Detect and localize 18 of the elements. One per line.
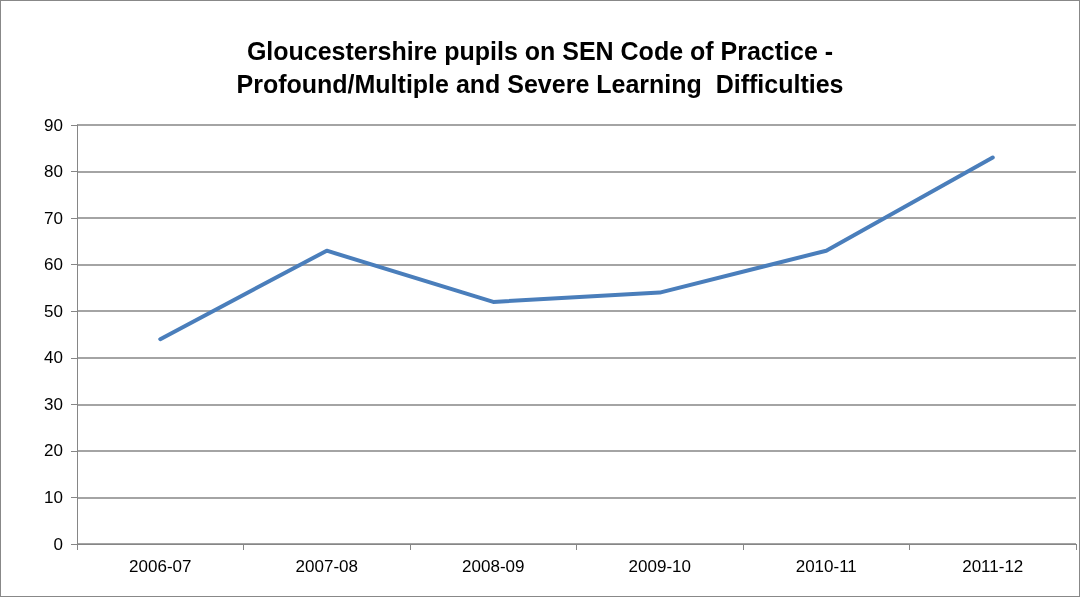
y-tick-label: 70 (44, 208, 63, 228)
x-tick-label: 2007-08 (295, 557, 358, 576)
y-tick-label: 50 (44, 301, 63, 321)
x-tick-label: 2006-07 (129, 557, 192, 576)
chart-title: Gloucestershire pupils on SEN Code of Practice - Profound/Multiple and Severe Learning Difficulties (236, 36, 844, 98)
x-tick-label: 2010-11 (795, 557, 857, 576)
x-tick-label: 2008-09 (462, 557, 525, 576)
y-tick-label: 30 (44, 394, 63, 414)
x-tick-label: 2011-12 (962, 557, 1024, 576)
x-tick-label: 2009-10 (628, 557, 691, 576)
y-tick-label: 80 (44, 162, 63, 182)
y-tick-label: 40 (44, 348, 63, 368)
y-tick-label: 0 (53, 534, 63, 554)
y-tick-label: 20 (44, 441, 63, 461)
line-series (158, 155, 995, 342)
y-tick-label: 90 (44, 115, 63, 135)
y-tick-label: 10 (44, 487, 63, 507)
y-tick-label: 60 (44, 255, 63, 275)
